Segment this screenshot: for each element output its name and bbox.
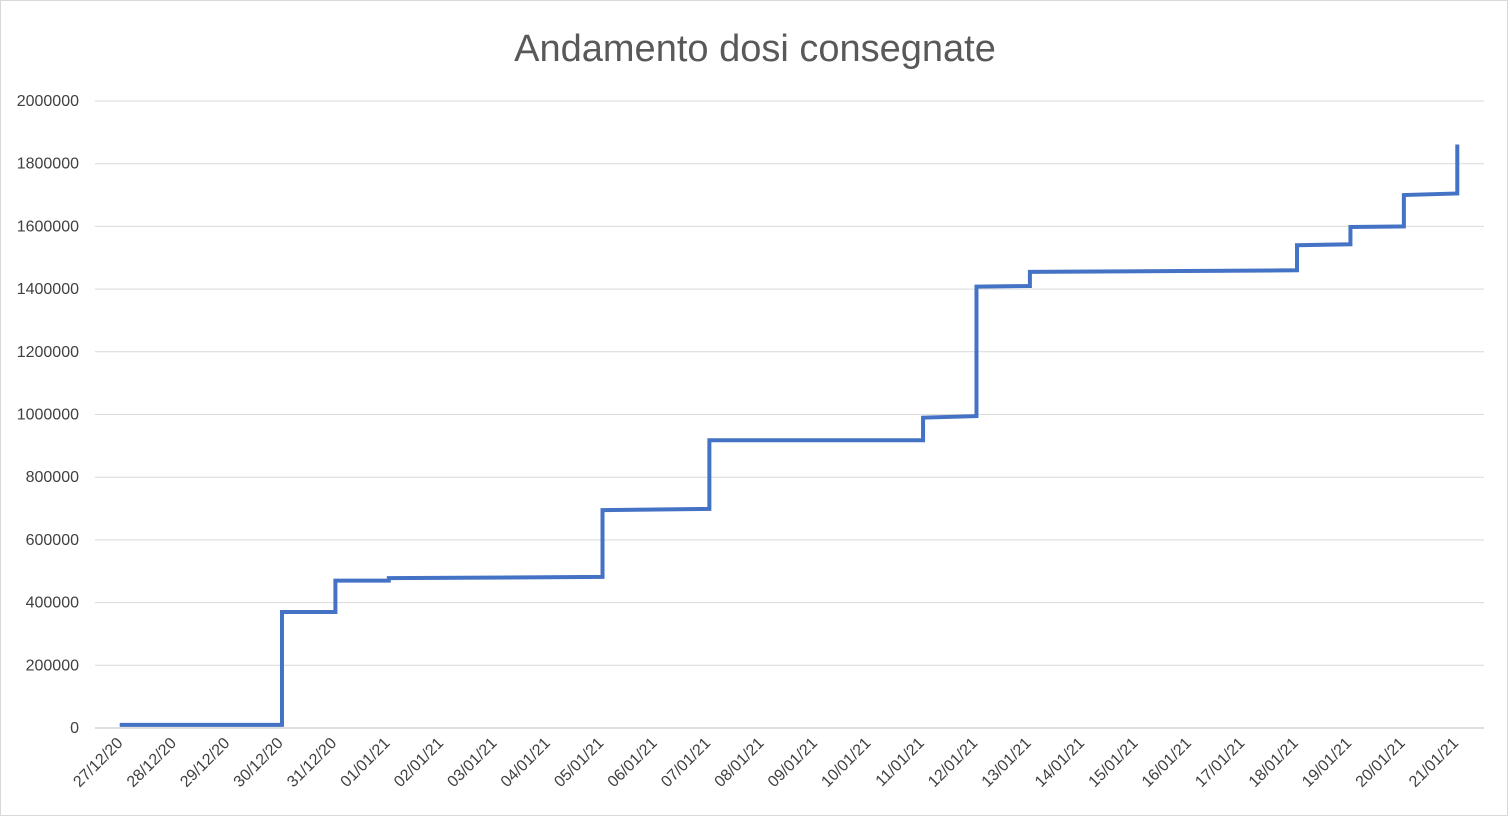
y-tick-label: 800000 [26,469,79,486]
x-tick-label: 14/01/21 [1032,735,1088,791]
x-tick-label: 31/12/20 [284,735,340,791]
y-tick-label: 1800000 [17,156,79,173]
delivered-doses-line [119,144,1460,727]
x-tick-label: 04/01/21 [498,735,554,791]
x-tick-label: 06/01/21 [605,735,661,791]
series-layer [119,144,1460,727]
x-tick-label: 21/01/21 [1406,735,1462,791]
x-tick-label: 11/01/21 [873,735,928,790]
x-tick-label: 08/01/21 [712,735,768,791]
x-tick-label: 02/01/21 [391,735,447,791]
x-tick-label: 15/01/21 [1086,735,1142,791]
x-tick-label: 16/01/21 [1139,735,1195,791]
x-tick-label: 28/12/20 [124,735,180,791]
y-tick-label: 1600000 [17,218,79,235]
y-tick-label: 1400000 [17,281,79,298]
x-tick-label: 27/12/20 [70,735,126,791]
x-tick-label: 07/01/21 [658,735,714,791]
y-tick-label: 400000 [26,595,79,612]
y-tick-label: 600000 [26,532,79,549]
x-tick-label: 12/01/21 [925,735,981,791]
x-tick-label: 13/01/21 [979,735,1035,791]
y-tick-label: 1200000 [17,344,79,361]
x-tick-label: 29/12/20 [177,735,233,791]
x-tick-label: 20/01/21 [1353,735,1409,791]
x-tick-label: 03/01/21 [444,735,500,791]
y-tick-label: 1000000 [17,407,79,424]
y-tick-label: 2000000 [17,93,79,110]
x-tick-label: 30/12/20 [231,735,287,791]
y-tick-label: 200000 [26,657,79,674]
y-tick-label: 0 [70,720,79,737]
y-axis: 0 200000 400000 600000 800000 1000000 1200000 1… [17,93,79,737]
x-tick-label: 19/01/21 [1299,735,1355,791]
x-tick-label: 18/01/21 [1246,735,1302,791]
x-axis: 27/12/2028/12/2029/12/2030/12/2031/12/20… [70,727,1484,791]
x-tick-label: 10/01/21 [818,735,874,791]
chart-title: Andamento dosi consegnate [514,28,996,70]
x-tick-label: 05/01/21 [551,735,607,791]
x-tick-label: 17/01/21 [1192,735,1248,791]
x-tick-label: 01/01/21 [338,735,394,791]
gridlines [95,100,1484,729]
x-tick-label: 09/01/21 [765,735,821,791]
